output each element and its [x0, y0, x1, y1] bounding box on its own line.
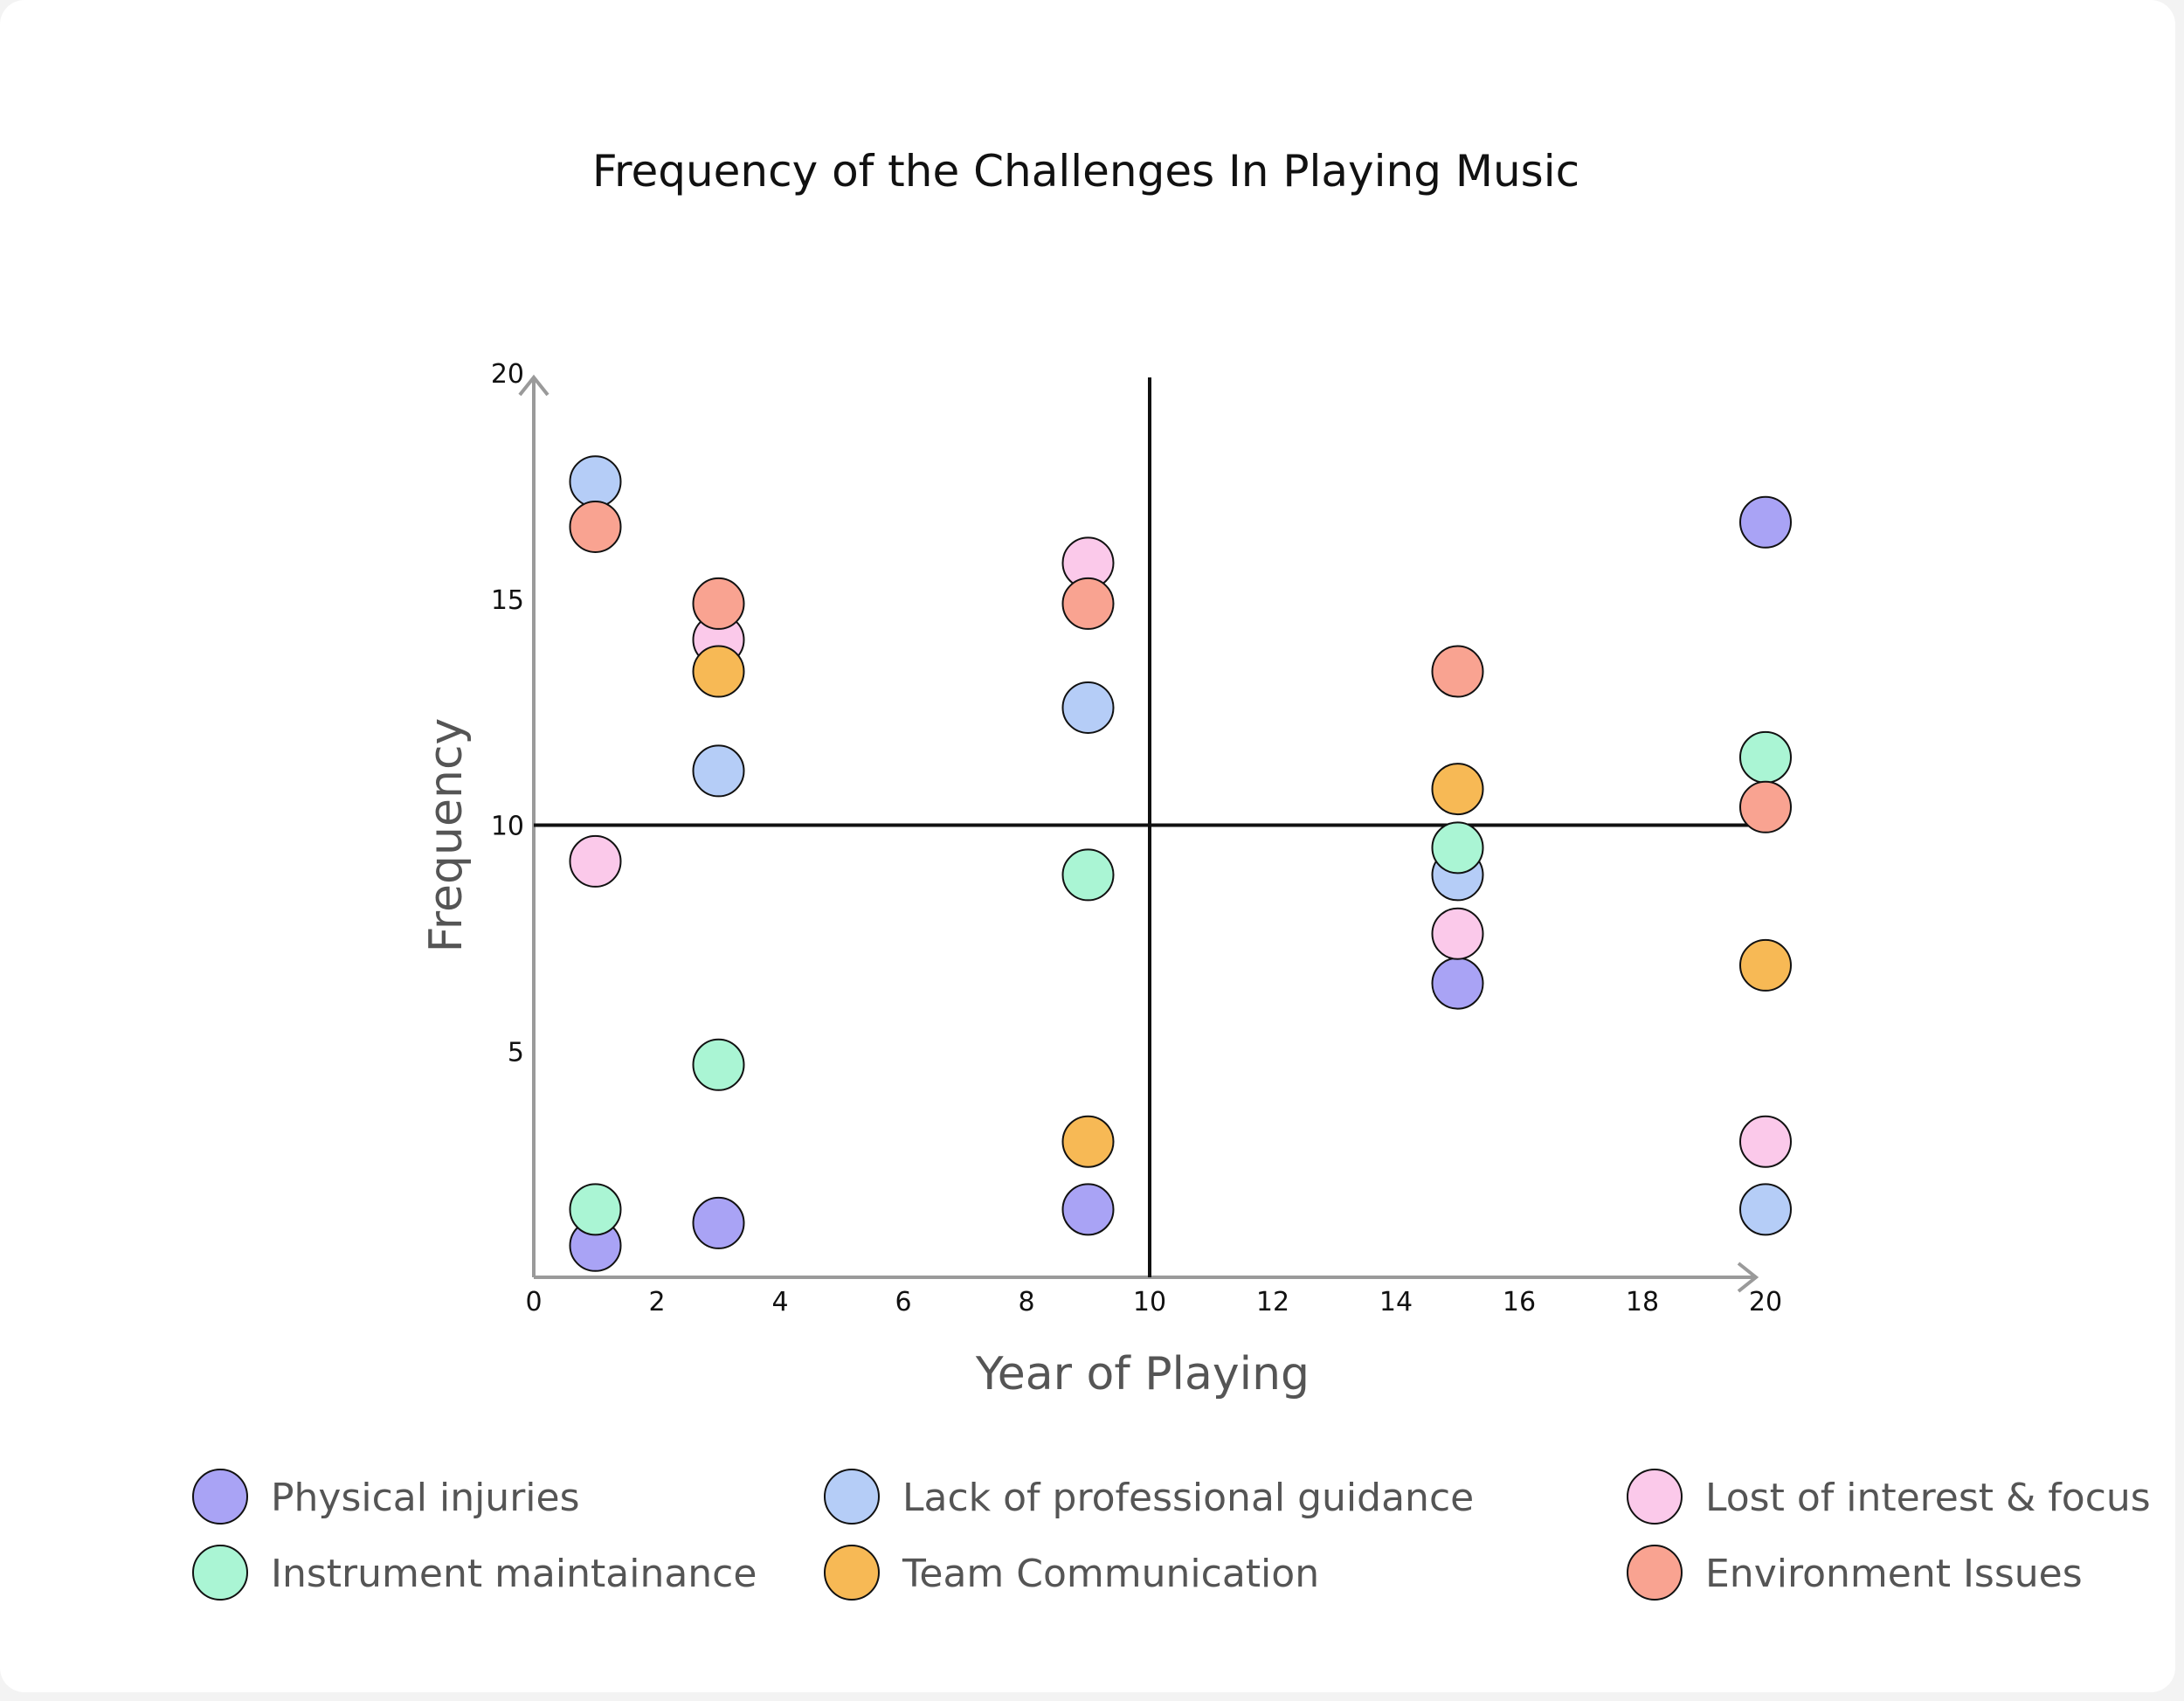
data-point: [692, 645, 745, 698]
data-point: [1739, 780, 1792, 833]
x-tick-label: 18: [1626, 1287, 1659, 1317]
data-point: [1061, 681, 1115, 734]
data-point: [1739, 730, 1792, 784]
data-points: [569, 455, 1792, 1272]
legend-marker: [824, 1545, 880, 1601]
legend-marker: [192, 1545, 248, 1601]
y-tick-label: 5: [508, 1037, 524, 1068]
data-point: [1739, 495, 1792, 549]
x-tick-label: 12: [1256, 1287, 1289, 1317]
legend: Physical injuries Lack of professional gu…: [192, 1469, 2151, 1601]
x-axis-label: Year of Playing: [975, 1348, 1310, 1400]
legend-label: Team Communication: [902, 1552, 1319, 1596]
legend-label: Lack of professional guidance: [902, 1476, 1474, 1520]
x-tick-label: 4: [771, 1287, 788, 1317]
data-point: [1431, 957, 1484, 1010]
y-tick-label: 15: [491, 585, 524, 616]
legend-label: Lost of interest & focus: [1705, 1476, 2151, 1520]
x-tick-label: 0: [525, 1287, 542, 1317]
tick-labels: 0 2 4 6 8 10 12 14 16 18 20 5 10 15 20: [491, 359, 1782, 1317]
y-axis-arrow: [518, 374, 549, 397]
y-tick-label: 10: [491, 812, 524, 842]
data-point: [569, 500, 622, 553]
legend-marker: [1627, 1469, 1683, 1525]
data-point: [1061, 577, 1115, 630]
data-point: [1431, 763, 1484, 816]
data-point: [692, 1038, 745, 1091]
data-point: [692, 1196, 745, 1249]
data-point: [569, 1183, 622, 1236]
data-point: [1061, 848, 1115, 902]
chart-title: Frequency of the Challenges In Playing M…: [592, 146, 1579, 197]
y-axis-label: Frequency: [420, 718, 473, 953]
y-tick-label: 20: [491, 359, 524, 390]
data-point: [692, 577, 745, 630]
data-point: [1431, 907, 1484, 960]
data-point: [1431, 645, 1484, 698]
x-tick-label: 8: [1018, 1287, 1034, 1317]
legend-marker: [1627, 1545, 1683, 1601]
legend-label: Physical injuries: [271, 1476, 580, 1520]
x-tick-label: 14: [1379, 1287, 1413, 1317]
data-point: [692, 744, 745, 798]
legend-label: Environment Issues: [1705, 1552, 2083, 1596]
data-point: [1739, 1183, 1792, 1236]
x-tick-label: 16: [1503, 1287, 1536, 1317]
legend-label: Instrument maintainance: [271, 1552, 757, 1596]
data-point: [1431, 821, 1484, 875]
data-point: [1061, 1115, 1115, 1168]
data-point: [569, 455, 622, 508]
x-tick-label: 10: [1133, 1287, 1166, 1317]
data-point: [1739, 938, 1792, 992]
legend-marker: [192, 1469, 248, 1525]
data-point: [569, 834, 622, 888]
data-point: [1739, 1115, 1792, 1168]
x-axis-arrow: [1737, 1262, 1759, 1293]
axes: [518, 374, 1759, 1293]
x-tick-label: 2: [648, 1287, 665, 1317]
x-tick-label: 20: [1749, 1287, 1782, 1317]
legend-marker: [824, 1469, 880, 1525]
x-tick-label: 6: [895, 1287, 911, 1317]
data-point: [1061, 1183, 1115, 1236]
